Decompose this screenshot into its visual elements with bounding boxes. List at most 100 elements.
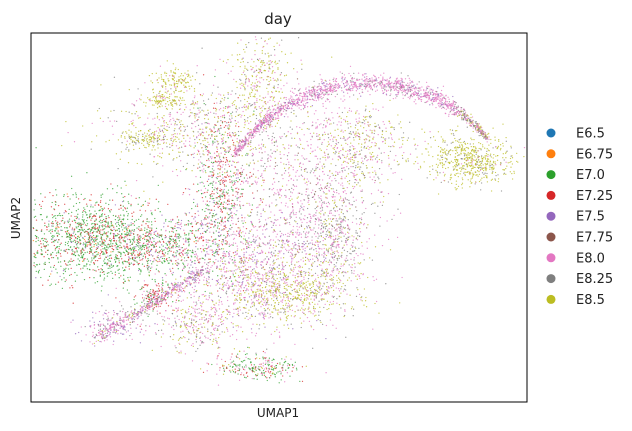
scatter-point — [53, 244, 55, 247]
scatter-point — [132, 240, 135, 242]
scatter-point — [143, 248, 146, 251]
scatter-point — [56, 252, 58, 254]
scatter-point — [189, 230, 191, 232]
scatter-point — [224, 284, 226, 286]
scatter-point — [36, 264, 39, 266]
scatter-point — [215, 97, 217, 100]
scatter-point — [68, 274, 71, 277]
scatter-point — [307, 188, 309, 190]
scatter-point — [118, 215, 120, 217]
scatter-point — [207, 299, 209, 301]
scatter-point — [179, 104, 181, 106]
scatter-point — [270, 239, 272, 241]
scatter-point — [366, 247, 368, 249]
scatter-point — [219, 165, 222, 167]
scatter-point — [207, 189, 209, 191]
scatter-point — [70, 267, 72, 270]
scatter-point — [218, 222, 220, 224]
scatter-point — [230, 219, 233, 222]
scatter-point — [275, 205, 277, 207]
scatter-point — [203, 230, 206, 233]
scatter-point — [200, 221, 203, 224]
scatter-point — [133, 229, 136, 231]
scatter-point — [273, 177, 275, 180]
scatter-point — [89, 215, 91, 218]
scatter-point — [148, 241, 150, 243]
scatter-point — [335, 245, 337, 248]
scatter-point — [250, 221, 253, 223]
scatter-point — [257, 300, 259, 302]
scatter-point — [205, 121, 207, 124]
scatter-point — [228, 118, 231, 120]
scatter-point — [114, 261, 117, 263]
scatter-point — [166, 257, 168, 260]
scatter-point — [334, 235, 337, 237]
scatter-point — [103, 244, 105, 246]
scatter-point — [121, 218, 123, 221]
scatter-point — [58, 233, 60, 235]
scatter-point — [139, 209, 141, 211]
scatter-point — [269, 240, 271, 242]
scatter-point — [126, 231, 128, 233]
scatter-point — [185, 224, 187, 226]
scatter-point — [168, 262, 170, 264]
scatter-point — [254, 277, 257, 279]
scatter-point — [201, 162, 203, 164]
scatter-point — [303, 243, 306, 246]
scatter-point — [130, 205, 132, 207]
scatter-point — [285, 189, 287, 191]
scatter-point — [275, 292, 277, 295]
scatter-point — [117, 219, 120, 221]
scatter-point — [317, 285, 319, 288]
scatter-point — [249, 246, 251, 249]
scatter-point — [332, 279, 334, 281]
scatter-point — [271, 152, 273, 154]
scatter-point — [374, 158, 377, 160]
scatter-point — [186, 125, 189, 127]
scatter-point — [98, 204, 100, 206]
scatter-point — [133, 237, 135, 239]
scatter-point — [91, 217, 93, 219]
scatter-point — [300, 282, 302, 284]
scatter-point — [238, 188, 240, 190]
scatter-point — [110, 270, 112, 273]
scatter-point — [44, 245, 46, 247]
scatter-point — [78, 255, 80, 257]
scatter-point — [170, 88, 172, 90]
scatter-point — [193, 112, 196, 115]
scatter-point — [271, 277, 273, 280]
scatter-point — [227, 127, 229, 129]
scatter-point — [223, 194, 226, 196]
scatter-point — [217, 275, 219, 277]
scatter-point — [116, 246, 118, 248]
scatter-point — [116, 248, 118, 250]
scatter-point — [33, 209, 35, 211]
scatter-point — [136, 245, 139, 247]
scatter-point — [99, 271, 102, 273]
scatter-point — [240, 294, 242, 296]
scatter-point — [319, 201, 321, 203]
scatter-point — [112, 133, 114, 136]
scatter-point — [342, 213, 344, 215]
scatter-point — [311, 242, 313, 244]
scatter-point — [382, 201, 384, 203]
scatter-point — [271, 255, 274, 257]
scatter-point — [70, 260, 72, 263]
scatter-point — [209, 175, 211, 177]
scatter-point — [128, 111, 130, 113]
scatter-point — [248, 122, 250, 125]
scatter-point — [228, 235, 230, 237]
scatter-point — [354, 181, 356, 184]
scatter-point — [162, 125, 164, 127]
scatter-point — [106, 246, 108, 249]
scatter-point — [90, 228, 92, 231]
scatter-point — [107, 224, 109, 227]
scatter-point — [326, 145, 328, 147]
scatter-point — [282, 272, 284, 274]
scatter-point — [141, 245, 144, 247]
scatter-point — [37, 239, 39, 242]
scatter-point — [101, 243, 103, 245]
scatter-point — [145, 102, 147, 104]
scatter-point — [181, 268, 184, 271]
scatter-point — [87, 238, 90, 240]
